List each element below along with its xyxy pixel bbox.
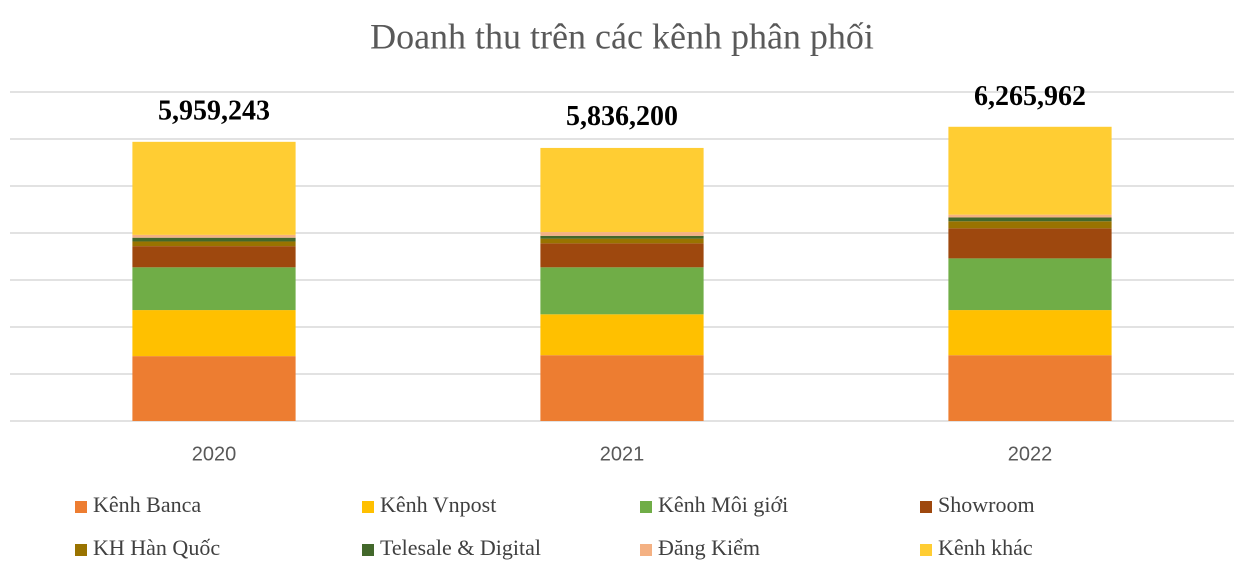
legend-label: Showroom	[938, 492, 1035, 517]
bar-segment	[948, 214, 1112, 218]
x-tick-label: 2020	[192, 443, 237, 465]
bar-segment	[948, 221, 1112, 229]
bar-segment	[540, 235, 704, 239]
legend-swatch	[75, 544, 87, 556]
bar-segment	[540, 238, 704, 244]
legend-label: Kênh Banca	[93, 492, 201, 517]
legend-label: Kênh Vnpost	[380, 492, 496, 517]
bar-segment	[132, 241, 296, 247]
bar-segment	[132, 234, 296, 238]
legend-swatch	[362, 501, 374, 513]
legend-swatch	[920, 544, 932, 556]
bar-segment	[132, 246, 296, 268]
legend-swatch	[75, 501, 87, 513]
total-label: 6,265,962	[974, 81, 1086, 112]
bar-segment	[948, 217, 1112, 222]
bar-segment	[948, 355, 1112, 421]
legend-swatch	[640, 501, 652, 513]
legend-swatch	[640, 544, 652, 556]
legend-swatch	[920, 501, 932, 513]
bar-segment	[948, 126, 1112, 215]
bar-segment	[948, 258, 1112, 311]
bar-segment	[540, 147, 704, 233]
bar-segment	[540, 267, 704, 315]
bar-segment	[948, 310, 1112, 356]
bar-segment	[132, 267, 296, 311]
x-tick-label: 2021	[600, 443, 645, 465]
legend-label: Đăng Kiểm	[658, 535, 760, 560]
legend-swatch	[362, 544, 374, 556]
bar-segment	[948, 228, 1112, 259]
bar-segment	[540, 314, 704, 356]
bar-segment	[132, 141, 296, 235]
bar-segment	[132, 310, 296, 357]
x-tick-label: 2022	[1008, 443, 1053, 465]
legend-label: Kênh khác	[938, 535, 1033, 560]
legend-label: KH Hàn Quốc	[93, 535, 220, 560]
bar-segment	[540, 232, 704, 236]
bar-segment	[132, 356, 296, 421]
legend-label: Kênh Môi giới	[658, 492, 788, 517]
bar-segment	[540, 243, 704, 268]
legend-label: Telesale & Digital	[380, 535, 541, 560]
bar-segment	[132, 237, 296, 242]
bar-segment	[540, 355, 704, 421]
total-label: 5,836,200	[566, 101, 678, 132]
total-label: 5,959,243	[158, 95, 270, 126]
chart-title: Doanh thu trên các kênh phân phối	[370, 16, 874, 56]
